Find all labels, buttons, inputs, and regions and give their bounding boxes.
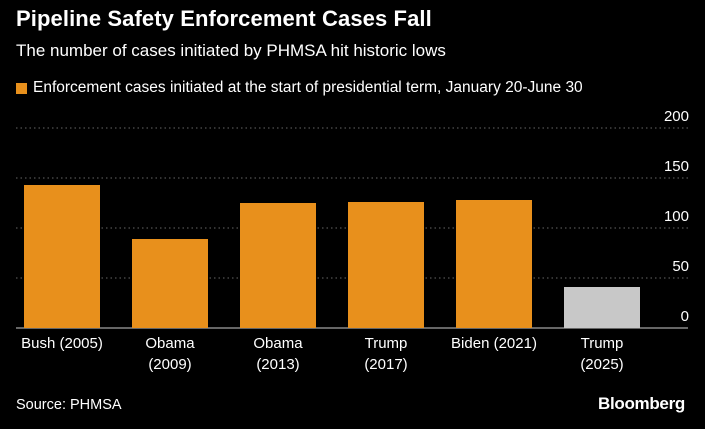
source-note: Source: PHMSA <box>16 397 122 413</box>
bar <box>24 185 100 328</box>
chart-subtitle: The number of cases initiated by PHMSA h… <box>16 41 446 60</box>
y-tick-label: 50 <box>672 258 689 275</box>
bar <box>456 200 532 328</box>
legend-label: Enforcement cases initiated at the start… <box>33 79 583 96</box>
x-tick-label: Trump <box>365 335 408 352</box>
bloomberg-logo: Bloomberg <box>597 394 685 413</box>
y-tick-label: 100 <box>664 208 689 225</box>
x-tick-label: (2013) <box>256 356 299 373</box>
bar <box>132 239 208 328</box>
y-tick-label: 150 <box>664 158 689 175</box>
bar <box>240 203 316 328</box>
y-tick-label: 200 <box>664 108 689 125</box>
x-tick-label: Obama <box>253 335 303 352</box>
x-tick-label: Biden (2021) <box>451 335 537 352</box>
x-tick-label: (2017) <box>364 356 407 373</box>
y-tick-label: 0 <box>681 308 689 325</box>
bar <box>564 287 640 328</box>
bar <box>348 202 424 328</box>
legend-swatch <box>16 82 27 94</box>
x-tick-label: Obama <box>145 335 195 352</box>
legend: Enforcement cases initiated at the start… <box>16 79 583 97</box>
x-tick-label: Bush (2005) <box>21 335 103 352</box>
x-tick-label: Trump <box>581 335 624 352</box>
chart-title: Pipeline Safety Enforcement Cases Fall <box>16 6 432 31</box>
x-tick-label: (2009) <box>148 356 191 373</box>
x-tick-label: (2025) <box>580 356 623 373</box>
